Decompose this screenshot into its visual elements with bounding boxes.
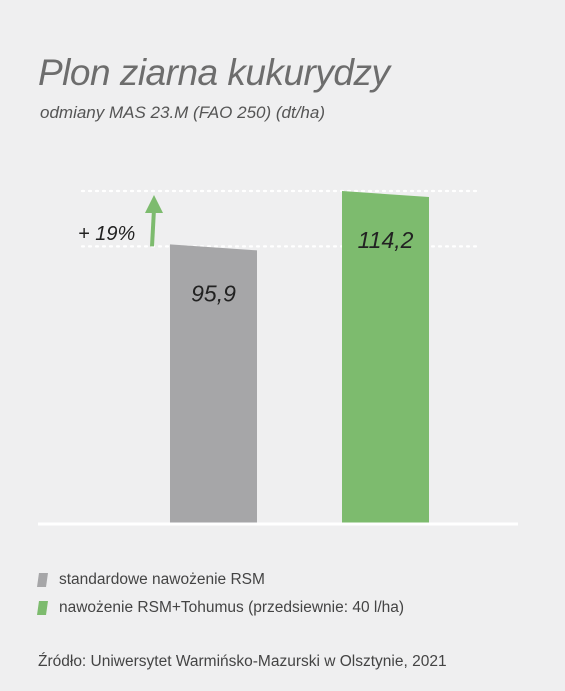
chart-title: Plon ziarna kukurydzy [38, 52, 390, 93]
legend-label-tohumus: nawożenie RSM+Tohumus (przedsiewnie: 40 … [59, 599, 405, 616]
source-note: Źródło: Uniwersytet Warmińsko-Mazurski w… [38, 653, 447, 670]
increase-label: + 19% [78, 223, 135, 245]
legend-swatch-tohumus [37, 601, 48, 615]
bar-tohumus [342, 191, 429, 524]
legend: standardowe nawożenie RSM nawożenie RSM+… [37, 566, 405, 622]
chart-subtitle: odmiany MAS 23.M (FAO 250) (dt/ha) [40, 103, 326, 122]
bar-standard-value-label: 95,9 [191, 280, 236, 306]
increase-arrow-shaft [150, 209, 156, 247]
legend-label-standard: standardowe nawożenie RSM [59, 571, 265, 588]
bar-tohumus-value-label: 114,2 [358, 227, 414, 253]
legend-item-tohumus: nawożenie RSM+Tohumus (przedsiewnie: 40 … [37, 594, 405, 622]
increase-arrow-head [145, 195, 163, 213]
legend-item-standard: standardowe nawożenie RSM [37, 566, 404, 594]
bar-standard [170, 244, 257, 525]
legend-swatch-standard [37, 573, 48, 587]
